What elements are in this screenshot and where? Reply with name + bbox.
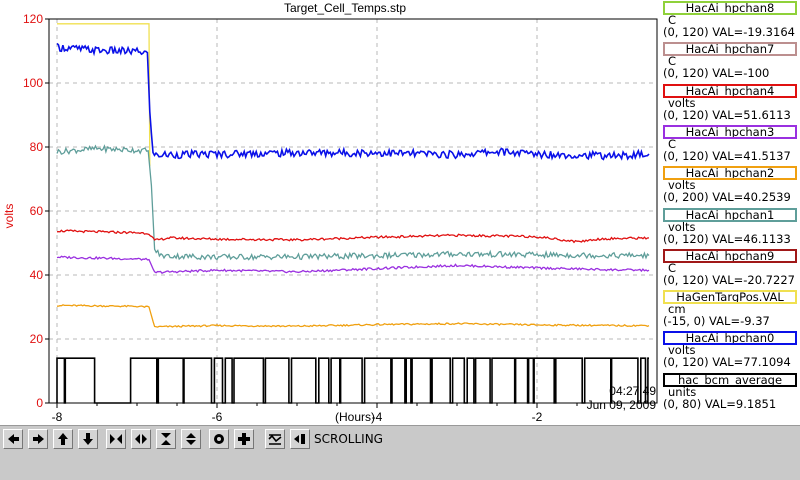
series-line-HacAi_hpchan4 <box>56 229 650 244</box>
legend-unit: C <box>668 136 677 151</box>
x-tick-label: -4 <box>372 410 383 424</box>
y-tick-label: 60 <box>30 204 44 218</box>
legend-item[interactable]: HacAi_hpchan3 C (0, 120) VAL=41.5137 <box>660 124 800 168</box>
legend-range: (0, 120) VAL=51.6113 <box>663 107 791 122</box>
legend-range: (0, 120) VAL=41.5137 <box>663 148 791 163</box>
crosshair-button[interactable] <box>234 429 254 449</box>
series-line-HacAi_hpchan1 <box>56 144 650 262</box>
legend-series-name[interactable]: hac_bcm_average <box>663 372 797 387</box>
arrow-down-button[interactable] <box>78 429 98 449</box>
y-tick-label: 120 <box>23 12 43 26</box>
mode-label: SCROLLING <box>314 432 383 446</box>
legend-range: (0, 120) VAL=46.1133 <box>663 231 791 246</box>
zoom-out-y-button[interactable] <box>181 429 201 449</box>
y-tick-label: 80 <box>30 140 44 154</box>
zoom-out-y-icon <box>186 433 196 445</box>
arrow-right-button[interactable] <box>28 429 48 449</box>
autoscale-button[interactable] <box>265 429 285 449</box>
legend-series-name[interactable]: HacAi_hpchan2 <box>663 166 797 181</box>
autoscale-icon <box>268 434 282 445</box>
legend-range: (0, 120) VAL=-19.3164 <box>663 25 795 39</box>
legend-unit: volts <box>668 219 696 234</box>
y-tick-label: 0 <box>36 396 43 410</box>
zoom-in-x-button[interactable] <box>106 429 126 449</box>
legend-series-name[interactable]: HacAi_hpchan8 <box>663 1 797 15</box>
chart: 0 20 40 60 80 100 120 -8 -6 -4 -2 Target_Cell_Temp… <box>2 1 658 424</box>
legend-range: (0, 120) VAL=77.1094 <box>663 355 791 370</box>
chart-title: Target_Cell_Temps.stp <box>284 1 406 15</box>
legend-item[interactable]: HaGenTargPos.VAL cm (-15, 0) VAL=-9.37 <box>660 289 800 333</box>
legend-item[interactable]: HacAi_hpchan1 volts (0, 120) VAL=46.1133 <box>660 207 800 251</box>
series-line-HaGenTargPos.VAL <box>57 23 151 167</box>
legend-unit: volts <box>668 95 696 110</box>
center-button[interactable] <box>209 429 229 449</box>
x-tick-label: -6 <box>212 410 223 424</box>
x-axis-label: (Hours) <box>335 410 375 424</box>
series-line-HacAi_hpchan2 <box>56 304 650 328</box>
legend: HacAi_hpchan8 C (0, 120) VAL=-19.3164 HacAi… <box>660 0 800 412</box>
pin-icon <box>294 434 305 444</box>
legend-unit: C <box>668 260 677 275</box>
legend-unit: C <box>668 13 677 27</box>
legend-range: (0, 80) VAL=9.1851 <box>663 396 777 411</box>
legend-series-name[interactable]: HacAi_hpchan3 <box>663 124 797 139</box>
arrow-left-icon <box>8 434 19 444</box>
arrow-up-icon <box>58 433 68 445</box>
arrow-up-button[interactable] <box>53 429 73 449</box>
legend-range: (0, 120) VAL=-20.7227 <box>663 272 795 287</box>
axis-ticks: 0 20 40 60 80 100 120 -8 -6 -4 -2 <box>23 12 618 424</box>
legend-series-name[interactable]: HaGenTargPos.VAL <box>663 290 797 305</box>
timestamp-date: Jun 09, 2009 <box>587 398 657 412</box>
pin-button[interactable] <box>290 429 310 449</box>
zoom-in-y-icon <box>161 433 171 445</box>
zoom-out-x-button[interactable] <box>131 429 151 449</box>
crosshair-icon <box>238 433 250 445</box>
legend-unit: units <box>668 384 697 399</box>
legend-range: (-15, 0) VAL=-9.37 <box>663 314 770 329</box>
legend-item[interactable]: hac_bcm_average units (0, 80) VAL=9.1851 <box>660 372 800 416</box>
series-line-HacAi_hpchan3 <box>56 255 650 274</box>
legend-unit: volts <box>668 343 696 358</box>
legend-series-name[interactable]: HacAi_hpchan7 <box>663 42 797 57</box>
legend-item[interactable]: HacAi_hpchan9 C (0, 120) VAL=-20.7227 <box>660 248 800 292</box>
series-line-HacAi_hpchan0 <box>56 42 650 161</box>
zoom-out-x-icon <box>135 434 147 444</box>
timestamp-time: 04:27:49 <box>609 384 656 398</box>
x-tick-label: -2 <box>532 410 543 424</box>
zoom-in-y-button[interactable] <box>156 429 176 449</box>
center-icon <box>214 434 224 444</box>
legend-unit: volts <box>668 178 696 193</box>
legend-item[interactable]: HacAi_hpchan7 C (0, 120) VAL=-100 <box>660 41 800 85</box>
toolbar: SCROLLING <box>0 425 800 480</box>
y-tick-label: 20 <box>30 332 44 346</box>
legend-item[interactable]: HacAi_hpchan8 C (0, 120) VAL=-19.3164 <box>660 0 800 44</box>
zoom-in-x-icon <box>110 434 122 444</box>
y-axis-label: volts <box>2 204 16 229</box>
legend-range: (0, 120) VAL=-100 <box>663 66 770 81</box>
y-tick-label: 100 <box>23 76 43 90</box>
arrow-right-icon <box>33 434 44 444</box>
arrow-left-button[interactable] <box>3 429 23 449</box>
arrow-down-icon <box>83 433 93 445</box>
legend-series-name[interactable]: HacAi_hpchan0 <box>663 331 797 346</box>
legend-unit: C <box>668 54 677 69</box>
legend-series-name[interactable]: HacAi_hpchan9 <box>663 248 797 263</box>
legend-item[interactable]: HacAi_hpchan4 volts (0, 120) VAL=51.6113 <box>660 83 800 127</box>
legend-item[interactable]: HacAi_hpchan2 volts (0, 200) VAL=40.2539 <box>660 165 800 209</box>
legend-series-name[interactable]: HacAi_hpchan1 <box>663 207 797 222</box>
legend-series-name[interactable]: HacAi_hpchan4 <box>663 83 797 98</box>
x-tick-label: -8 <box>52 410 63 424</box>
y-tick-label: 40 <box>30 268 44 282</box>
legend-range: (0, 200) VAL=40.2539 <box>663 190 791 205</box>
legend-unit: cm <box>668 302 686 317</box>
legend-item[interactable]: HacAi_hpchan0 volts (0, 120) VAL=77.1094 <box>660 330 800 374</box>
